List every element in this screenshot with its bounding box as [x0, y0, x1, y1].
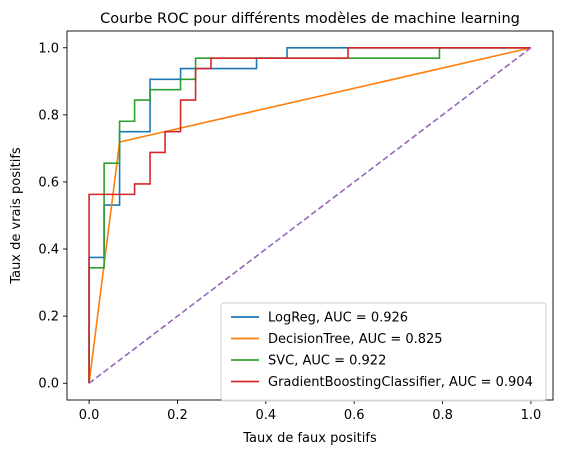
x-tick-label: 0.4 — [255, 408, 276, 423]
x-tick-label: 0.2 — [167, 408, 188, 423]
legend-entry-label: LogReg, AUC = 0.926 — [268, 311, 408, 326]
chance-diagonal-line — [88, 47, 532, 384]
y-tick-label: 1.0 — [38, 41, 59, 56]
chart-title: Courbe ROC pour différents modèles de ma… — [100, 11, 520, 27]
x-axis: 0.0 0.2 0.4 0.6 0.8 1.0 — [79, 400, 542, 423]
y-tick-label: 0.8 — [38, 108, 59, 123]
x-tick-label: 0.6 — [344, 408, 365, 423]
x-tick-label: 0.0 — [79, 408, 100, 423]
y-tick-label: 0.0 — [38, 377, 59, 392]
series-line-3 — [88, 46, 531, 384]
y-axis: 0.0 0.2 0.4 0.6 0.8 1.0 — [38, 41, 67, 392]
x-tick-label: 1.0 — [521, 408, 542, 423]
legend-entry-label: SVC, AUC = 0.922 — [268, 354, 386, 369]
x-tick-label: 0.8 — [432, 408, 453, 423]
legend: LogReg, AUC = 0.926 DecisionTree, AUC = 0… — [220, 302, 547, 402]
x-axis-label: Taux de faux positifs — [242, 431, 377, 446]
legend-entry-label: GradientBoostingClassifier, AUC = 0.904 — [268, 375, 533, 390]
y-tick-label: 0.2 — [38, 310, 59, 325]
plot-area — [66, 30, 554, 401]
y-tick-label: 0.4 — [38, 243, 59, 258]
legend-entry-label: DecisionTree, AUC = 0.825 — [268, 332, 443, 347]
legend-box — [220, 302, 547, 402]
y-axis-label: Taux de vrais positifs — [9, 147, 24, 285]
y-tick-label: 0.6 — [38, 175, 59, 190]
